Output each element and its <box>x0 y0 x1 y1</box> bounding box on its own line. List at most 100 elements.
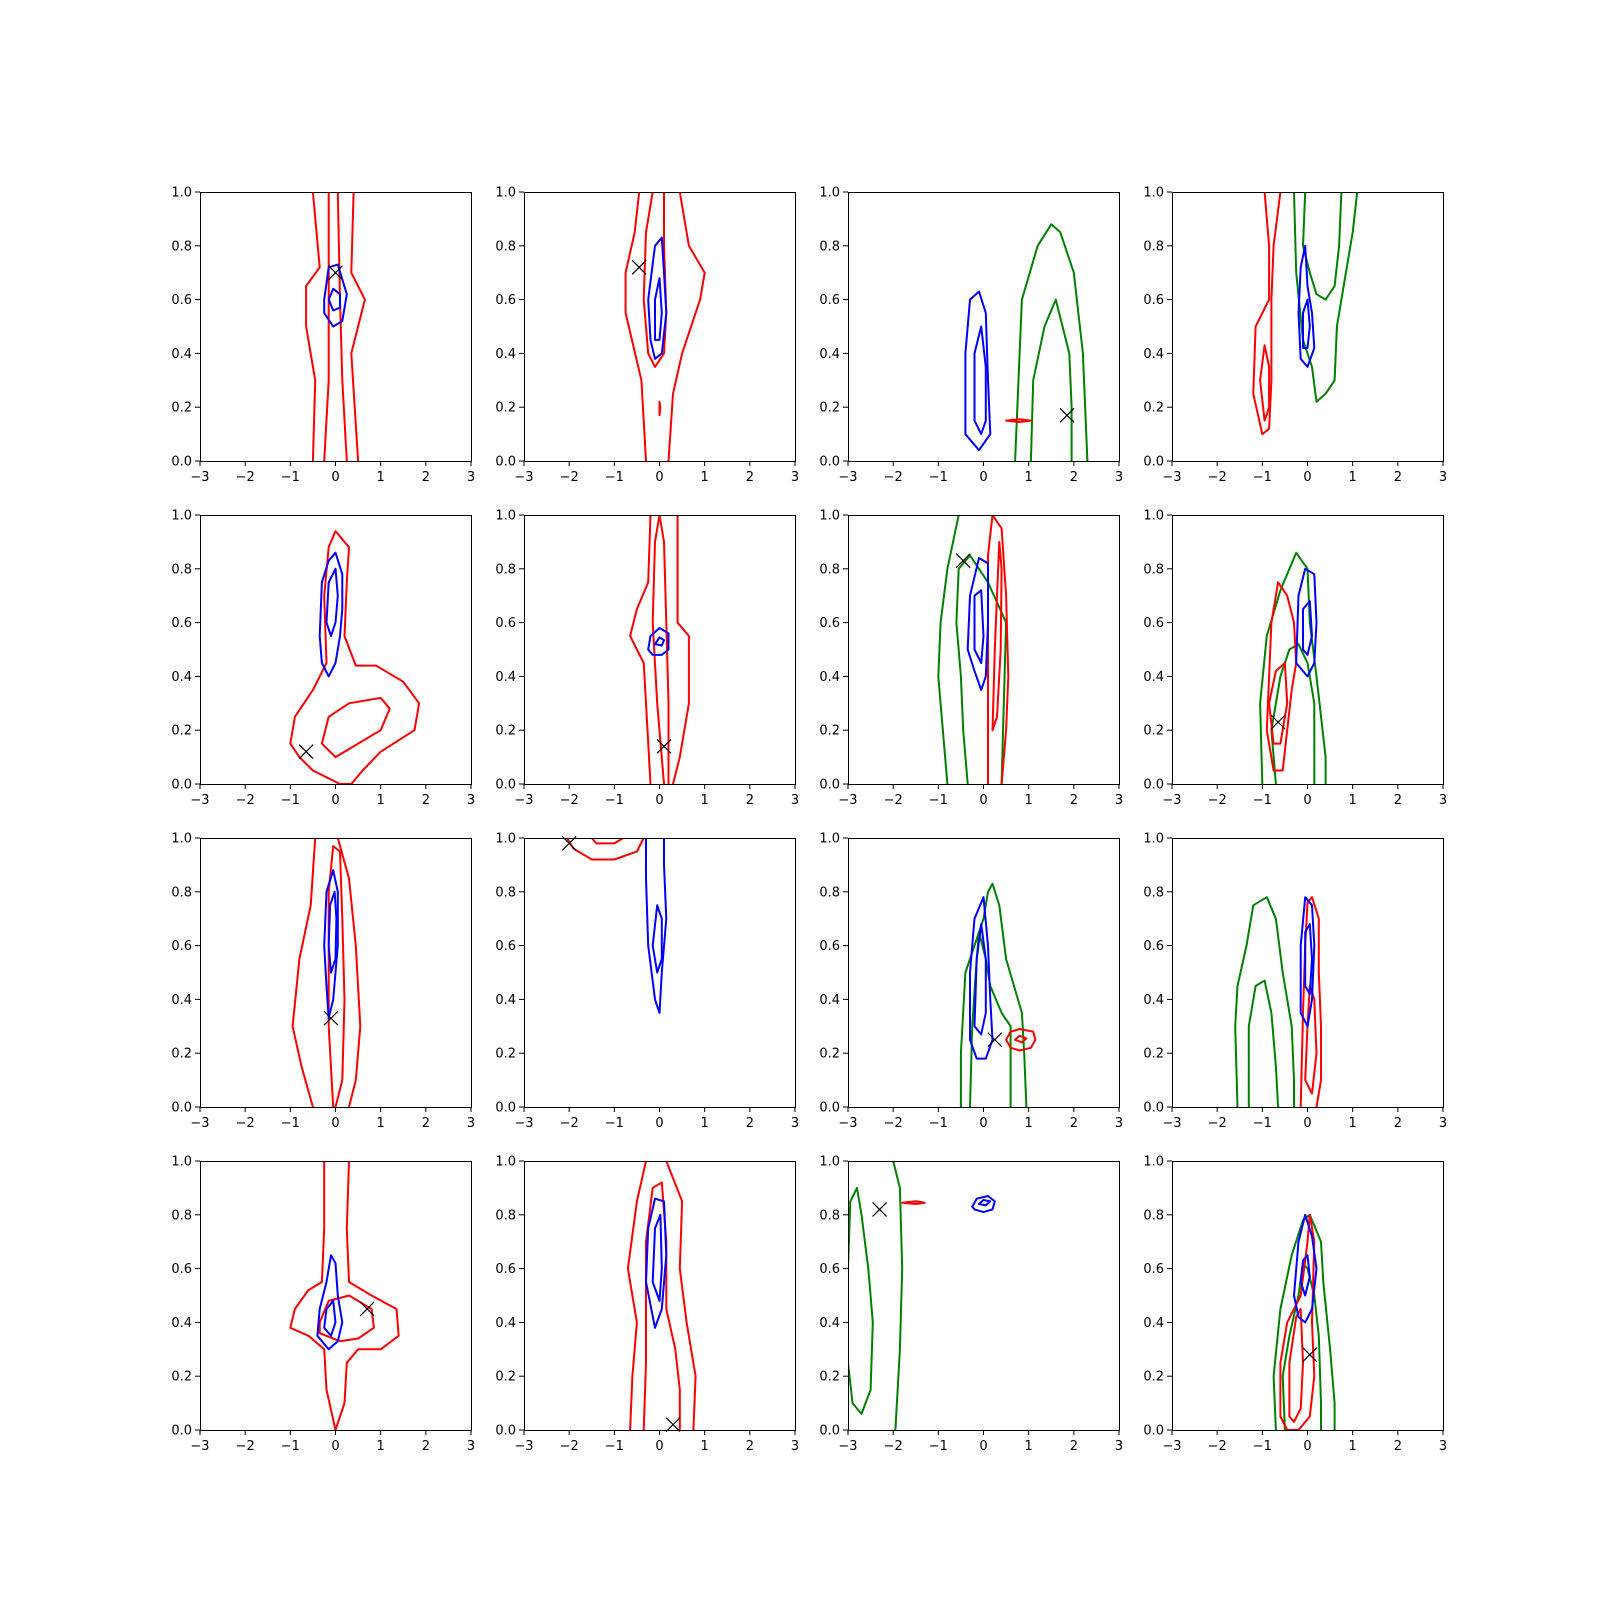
x-tick-label: 0 <box>655 793 663 808</box>
y-tick-label: 0.8 <box>495 1208 516 1223</box>
y-tick-label: 0.4 <box>819 347 840 362</box>
y-tick-label: 1.0 <box>1143 186 1164 201</box>
y-tick-label: 1.0 <box>495 186 516 201</box>
x-tick-label: 1 <box>377 1439 385 1454</box>
y-tick-label: 1.0 <box>1143 1155 1164 1170</box>
x-tick-label: 2 <box>1394 470 1402 485</box>
contour-blue-4 <box>1297 244 1316 368</box>
subplot-r2c2: −3 −2 −1 0 1 2 3 0.0 0.2 0.4 0.6 0.8 1.0 <box>819 832 1123 1132</box>
y-tick-label: 0.0 <box>171 1101 192 1116</box>
y-tick-label: 0.4 <box>171 670 192 685</box>
contour-blue-5 <box>1302 298 1311 349</box>
contour-blue-4 <box>966 557 989 691</box>
x-tick-label: −2 <box>236 793 255 808</box>
contour-red-1 <box>323 192 348 461</box>
contour-blue-2 <box>316 1254 344 1351</box>
x-tick-label: −2 <box>1208 470 1227 485</box>
contour-blue-5 <box>1304 923 1313 995</box>
x-tick-label: 0 <box>331 1116 339 1131</box>
contour-blue-3 <box>654 636 665 647</box>
x-tick-label: 3 <box>1439 1439 1447 1454</box>
contour-group <box>624 192 706 461</box>
x-tick-label: −2 <box>560 1439 579 1454</box>
x-tick-label: 0 <box>1303 470 1311 485</box>
x-tick-label: 0 <box>655 1439 663 1454</box>
contour-red-1 <box>318 1294 375 1343</box>
contour-group <box>291 838 362 1107</box>
x-tick-label: −1 <box>1253 793 1272 808</box>
y-tick-label: 0.0 <box>171 455 192 470</box>
y-tick-label: 0.8 <box>495 562 516 577</box>
y-tick-label: 0.4 <box>819 670 840 685</box>
contour-blue-3 <box>327 890 338 974</box>
y-tick-label: 0.8 <box>1143 562 1164 577</box>
subplot-r1c3: −3 −2 −1 0 1 2 3 0.0 0.2 0.4 0.6 0.8 1.0 <box>1143 509 1447 809</box>
y-tick-label: 0.6 <box>1143 293 1164 308</box>
y-tick-label: 0.2 <box>171 1047 192 1062</box>
x-tick-label: −3 <box>838 470 857 485</box>
contour-red-1 <box>651 515 670 784</box>
y-tick-label: 1.0 <box>819 832 840 847</box>
contour-blue-3 <box>325 567 339 637</box>
x-tick-label: −1 <box>605 470 624 485</box>
contour-red-1 <box>1259 344 1271 422</box>
subplot-r2c3: −3 −2 −1 0 1 2 3 0.0 0.2 0.4 0.6 0.8 1.0 <box>1143 832 1447 1132</box>
x-tick-label: 0 <box>655 1116 663 1131</box>
x-tick-label: 1 <box>1349 793 1357 808</box>
y-tick-label: 0.6 <box>819 939 840 954</box>
y-tick-label: 1.0 <box>171 1155 192 1170</box>
contour-blue-3 <box>651 1213 663 1302</box>
contour-blue-2 <box>323 263 348 328</box>
x-tick-label: 3 <box>1115 793 1123 808</box>
y-tick-label: 0.2 <box>1143 1370 1164 1385</box>
x-tick-label: 2 <box>1070 793 1078 808</box>
y-tick-label: 0.0 <box>1143 455 1164 470</box>
y-tick-label: 0.8 <box>819 1208 840 1223</box>
x-tick-label: 2 <box>1394 1116 1402 1131</box>
contour-red-1 <box>590 838 625 845</box>
y-tick-label: 0.6 <box>819 616 840 631</box>
x-tick-label: −2 <box>884 1116 903 1131</box>
x-marker-stroke-b <box>665 1417 681 1433</box>
x-tick-label: 1 <box>1025 1439 1033 1454</box>
y-tick-label: 0.2 <box>495 1370 516 1385</box>
x-tick-label: 0 <box>979 470 987 485</box>
x-tick-label: 3 <box>1439 793 1447 808</box>
x-tick-label: −1 <box>605 1116 624 1131</box>
x-tick-label: −1 <box>1253 470 1272 485</box>
y-tick-label: 0.8 <box>819 239 840 254</box>
x-tick-label: 2 <box>746 470 754 485</box>
y-tick-label: 0.6 <box>171 1262 192 1277</box>
y-tick-label: 0.8 <box>1143 1208 1164 1223</box>
x-tick-label: −1 <box>1253 1116 1272 1131</box>
x-tick-label: 3 <box>791 1439 799 1454</box>
y-tick-label: 0.6 <box>819 1262 840 1277</box>
subplot-r0c1: −3 −2 −1 0 1 2 3 0.0 0.2 0.4 0.6 0.8 1.0 <box>495 186 799 486</box>
x-tick-label: 2 <box>422 1439 430 1454</box>
y-tick-label: 0.8 <box>171 1208 192 1223</box>
x-tick-label: −2 <box>560 793 579 808</box>
y-tick-label: 0.2 <box>1143 724 1164 739</box>
contour-group <box>305 192 366 461</box>
y-tick-label: 0.2 <box>495 1047 516 1062</box>
y-tick-label: 0.2 <box>171 724 192 739</box>
contour-blue-3 <box>651 904 663 974</box>
x-tick-label: 2 <box>746 1116 754 1131</box>
x-tick-label: 2 <box>1394 793 1402 808</box>
contour-blue-2 <box>323 869 339 1020</box>
x-tick-label: 2 <box>422 793 430 808</box>
x-tick-label: 0 <box>331 793 339 808</box>
y-tick-label: 0.0 <box>171 1424 192 1439</box>
x-tick-label: 1 <box>1349 470 1357 485</box>
y-tick-label: 0.0 <box>495 1424 516 1439</box>
y-tick-label: 1.0 <box>819 1155 840 1170</box>
x-tick-label: −3 <box>838 1116 857 1131</box>
contour-blue-4 <box>1295 567 1318 678</box>
x-marker-stroke-b <box>656 738 672 754</box>
y-tick-label: 0.4 <box>495 347 516 362</box>
contour-green-1 <box>1247 979 1280 1107</box>
contour-blue-5 <box>1299 1254 1311 1297</box>
contour-red-0 <box>289 1161 400 1430</box>
x-tick-label: −2 <box>560 470 579 485</box>
x-tick-label: −1 <box>929 1439 948 1454</box>
